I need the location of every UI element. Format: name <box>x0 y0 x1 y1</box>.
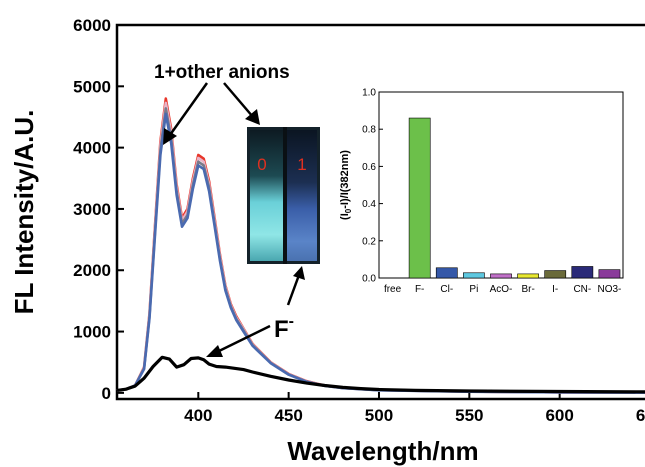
series-line-4 <box>116 355 645 394</box>
inset-y-tick-label: 1.0 <box>362 88 376 99</box>
y-tick-label: 5000 <box>73 77 111 96</box>
inset-y-tick-label: 0.6 <box>362 162 376 173</box>
annotation-other-anions: 1+other anions <box>154 62 290 83</box>
inset-bar-no3 <box>598 269 621 279</box>
vial-0 <box>250 130 283 261</box>
main-plot: 400 450 500 550 600 650 0 1000 2000 3000 4000 5000… <box>9 16 645 466</box>
x-tick-label: 550 <box>455 406 483 425</box>
inset-x-tick-label: F- <box>415 284 424 295</box>
inset-y-axis: 0.0 0.2 0.4 0.6 0.8 1.0 <box>362 88 383 285</box>
inset-bar-br <box>517 273 539 279</box>
inset-x-axis: free F- Cl- Pi AcO- Br- I- CN- NO3- <box>384 284 621 295</box>
main-x-axis-title: Wavelength/nm <box>287 436 478 466</box>
main-y-axis: 0 1000 2000 3000 4000 5000 6000 <box>73 16 124 403</box>
arrow-to-lower-curve-head <box>206 345 223 357</box>
arrow-to-curves <box>168 82 209 136</box>
vial-1 <box>287 130 317 261</box>
x-tick-label: 450 <box>274 406 302 425</box>
arrow-to-photo <box>223 82 254 118</box>
inset-x-tick-label: NO3- <box>597 284 621 295</box>
inset-bars <box>408 117 621 279</box>
inset-y-tick-label: 0.8 <box>362 125 376 136</box>
inset-x-tick-label: Cl- <box>440 284 453 295</box>
vial-separator <box>283 127 287 264</box>
annotations: 1+other anions F- <box>154 62 305 357</box>
x-tick-label: 400 <box>184 406 212 425</box>
y-tick-label: 4000 <box>73 139 111 158</box>
vial-1-label: 1 <box>297 155 306 174</box>
main-plot-frame <box>115 23 645 401</box>
annotation-fluoride-charge: - <box>289 313 294 330</box>
y-tick-label: 2000 <box>73 261 111 280</box>
inset-bar-cl <box>435 267 458 279</box>
annotation-fluoride: F- <box>274 313 294 343</box>
inset-x-tick-label: I- <box>552 284 558 295</box>
main-y-axis-title: FL Intensity/A.U. <box>9 110 39 315</box>
y-tick-label: 3000 <box>73 200 111 219</box>
inset-x-tick-label: Br- <box>521 284 534 295</box>
inset-bar-i <box>544 270 567 279</box>
main-x-axis: 400 450 500 550 600 650 <box>184 392 645 425</box>
inset-vial-photo: 0 1 <box>247 127 320 264</box>
inset-x-tick-label: Pi <box>469 284 478 295</box>
inset-bar-pi <box>463 272 485 279</box>
annotation-fluoride-symbol: F <box>274 316 289 343</box>
y-tick-label: 0 <box>102 384 111 403</box>
inset-x-tick-label: AcO- <box>490 284 513 295</box>
inset-y-tick-label: 0.0 <box>362 274 376 285</box>
inset-y-tick-label: 0.4 <box>362 199 376 210</box>
y-tick-label: 6000 <box>73 16 111 35</box>
inset-bar-aco <box>490 273 512 279</box>
y-tick-label: 1000 <box>73 323 111 342</box>
x-tick-label: 600 <box>545 406 573 425</box>
arrow-to-photo-2-head <box>293 266 305 280</box>
x-tick-label: 500 <box>365 406 393 425</box>
inset-y-tick-label: 0.2 <box>362 236 376 247</box>
inset-bar-cn <box>571 266 594 279</box>
inset-x-tick-label: CN- <box>573 284 591 295</box>
inset-x-tick-label: free <box>384 284 402 295</box>
inset-y-axis-title: (I0-I)/I(382nm) <box>339 150 353 220</box>
arrow-to-lower-curve <box>216 324 271 354</box>
inset-bar-f <box>408 117 431 279</box>
vial-0-label: 0 <box>257 155 266 174</box>
arrow-to-curves-head <box>163 128 177 145</box>
inset-bar-chart: 0.0 0.2 0.4 0.6 0.8 1.0 free F- Cl- Pi AcO- Br- I- C… <box>339 88 624 295</box>
arrow-to-photo-head <box>245 109 260 125</box>
x-tick-label: 650 <box>636 406 645 425</box>
arrow-to-photo-2 <box>286 274 301 306</box>
main-series-group <box>116 97 645 394</box>
